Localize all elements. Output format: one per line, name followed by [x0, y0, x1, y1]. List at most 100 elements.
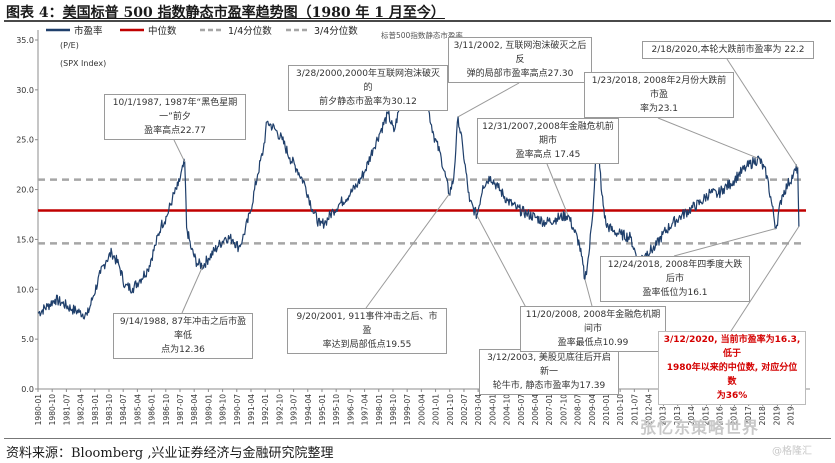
- x-tick-label: 2017-07: [744, 394, 753, 426]
- annotation-a1988: 9/14/1988, 87年冲击之后市盈率低 点为12.36: [113, 313, 253, 359]
- legend-label: 1/4分位数: [228, 25, 272, 37]
- leader-a2002: [457, 82, 520, 118]
- x-tick-label: 1980-01: [34, 394, 43, 426]
- x-tick-label: 2016-01: [716, 394, 725, 426]
- y-tick-label: 35.0: [16, 36, 34, 45]
- x-tick-label: 1997-04: [361, 394, 370, 426]
- x-tick-label: 1989-10: [219, 394, 228, 426]
- x-tick-label: 2011-07: [630, 394, 639, 426]
- x-tick-label: 1992-10: [275, 394, 284, 426]
- annotation-a2000: 3/28/2000,2000年互联网泡沫破灭的 前夕静态市盈率为30.12: [288, 65, 448, 111]
- x-tick-label: 2001-01: [432, 394, 441, 426]
- x-tick-label: 2015-04: [701, 394, 710, 426]
- x-tick-label: 1992-01: [261, 394, 270, 426]
- x-tick-label: 2014-07: [687, 394, 696, 426]
- x-tick-label: 1990-07: [233, 394, 242, 426]
- x-tick-label: 2018-04: [758, 394, 767, 426]
- x-tick-label: 2004-01: [488, 394, 497, 426]
- x-tick-label: 1987-07: [176, 394, 185, 426]
- x-tick-label: 2019-10: [787, 394, 796, 426]
- annotation-a2001: 9/20/2001, 911事件冲击之后、市盈 率达到局部低点19.55: [287, 308, 447, 354]
- x-tick-label: 1984-07: [119, 394, 128, 426]
- leader-a2018b: [673, 227, 777, 257]
- x-tick-label: 2003-04: [474, 394, 483, 426]
- figure-title-text: 美国标普 500 指数静态市盈率趋势图（1980 年 1 月至今）: [62, 5, 445, 21]
- x-tick-label: 1981-07: [62, 394, 71, 426]
- x-tick-label: 1980-10: [48, 394, 57, 426]
- x-tick-label: 2016-10: [730, 394, 739, 426]
- x-tick-label: 1994-04: [304, 394, 313, 426]
- x-tick-label: 2019-01: [772, 394, 781, 426]
- y-axis-label-secondary: (SPX Index): [60, 59, 106, 68]
- x-tick-label: 2002-07: [460, 394, 469, 426]
- figure-title-prefix: 图表 4：: [6, 5, 63, 21]
- y-tick-label: 10.0: [16, 285, 34, 294]
- leader-a1987: [173, 139, 186, 163]
- annotation-a2018b: 12/24/2018, 2008年四季度大跌后市 盈率低位为16.1: [600, 256, 750, 302]
- reference-lines: [38, 178, 806, 245]
- x-tick-label: 2010-01: [602, 394, 611, 426]
- leader-a2007: [546, 163, 569, 216]
- x-tick-label: 2007-01: [545, 394, 554, 426]
- x-tick-label: 2010-10: [616, 394, 625, 426]
- x-tick-label: 2013-10: [673, 394, 682, 426]
- x-tick-label: 2000-04: [417, 394, 426, 426]
- leader-a2020a: [726, 58, 799, 168]
- annotation-a2002: 3/11/2002, 互联网泡沫破灭之后反 弹的局部市盈率高点27.30: [448, 37, 592, 83]
- x-tick-label: 2007-10: [559, 394, 568, 426]
- x-tick-label: 1996-07: [346, 394, 355, 426]
- leader-a2008: [584, 279, 593, 307]
- legend-subtitle: 标普500指数静态市盈率: [381, 30, 463, 40]
- x-tick-label: 1998-10: [389, 394, 398, 426]
- annotation-a2018a: 1/23/2018, 2008年2月份大跌前市盈 率为23.1: [584, 72, 734, 118]
- x-tick-label: 1991-04: [247, 394, 256, 426]
- x-tick-label: 1986-01: [148, 394, 157, 426]
- y-axis-label: (P/E): [60, 41, 79, 50]
- watermark-sub: @格隆汇: [772, 446, 812, 457]
- x-tick-label: 2013-01: [659, 394, 668, 426]
- x-tick-label: 1985-04: [133, 394, 142, 426]
- figure-title: 图表 4：美国标普 500 指数静态市盈率趋势图（1980 年 1 月至今）: [6, 2, 445, 22]
- x-tick-label: 2001-10: [446, 394, 455, 426]
- leader-a2001: [365, 193, 450, 309]
- leader-a1988: [181, 265, 204, 314]
- legend-label: 中位数: [148, 25, 177, 37]
- x-tick-label: 1995-10: [332, 394, 341, 426]
- x-tick-label: 2009-04: [588, 394, 597, 426]
- x-tick-label: 1983-01: [91, 394, 100, 426]
- x-tick-label: 1988-04: [190, 394, 199, 426]
- x-tick-label: 1998-01: [375, 394, 384, 426]
- annotation-a2020a: 2/18/2020,本轮大跌前市盈率为 22.2: [642, 41, 814, 59]
- leader-a2018a: [657, 117, 760, 160]
- x-tick-label: 2006-04: [531, 394, 540, 426]
- x-tick-label: 1986-10: [162, 394, 171, 426]
- y-tick-label: 20.0: [16, 186, 34, 195]
- source-note: 资料来源：Bloomberg ,兴业证券经济与金融研究院整理: [6, 446, 334, 461]
- x-tick-label: 2005-07: [517, 394, 526, 426]
- annotation-a1987: 10/1/1987, 1987年“黑色星期一”前夕 盈率高点22.77: [104, 94, 246, 140]
- x-axis-layer: 1980-01 1980-10 1981-07 1982-04 1983-01 1983-…: [34, 389, 796, 425]
- x-tick-label: 2004-10: [503, 394, 512, 426]
- annotation-a2003: 3/12/2003, 美股见底往后开启新一 轮牛市, 静态市盈率为17.39: [479, 349, 619, 395]
- title-rule: [4, 20, 831, 22]
- legend: 市盈率 中位数 1/4分位数 3/4分位数 标普500指数静态市盈率: [46, 25, 463, 40]
- y-tick-label: 5.0: [21, 335, 34, 344]
- x-tick-label: 1999-07: [403, 394, 412, 426]
- y-tick-label: 15.0: [16, 235, 34, 244]
- legend-label: 3/4分位数: [314, 25, 358, 37]
- watermark: 张忆东策略世界: [640, 418, 760, 437]
- annotation-a2008: 11/20/2008, 2008年金融危机期间市 盈率最低点10.99: [520, 306, 666, 352]
- x-tick-label: 2012-04: [645, 394, 654, 426]
- x-tick-label: 1982-04: [77, 394, 86, 426]
- x-tick-label: 1993-07: [290, 394, 299, 426]
- legend-label: 市盈率: [74, 25, 103, 37]
- x-tick-label: 1989-01: [204, 394, 213, 426]
- x-tick-label: 1983-10: [105, 394, 114, 426]
- source-rule: [4, 438, 831, 439]
- x-tick-label: 1995-01: [318, 394, 327, 426]
- y-tick-label: 25.0: [16, 136, 34, 145]
- x-tick-label: 2008-07: [574, 394, 583, 426]
- annotation-a2007: 12/31/2007,2008年金融危机前期市 盈率高点 17.45: [477, 118, 619, 164]
- y-tick-label: 0.0: [21, 385, 34, 394]
- y-tick-label: 30.0: [16, 86, 34, 95]
